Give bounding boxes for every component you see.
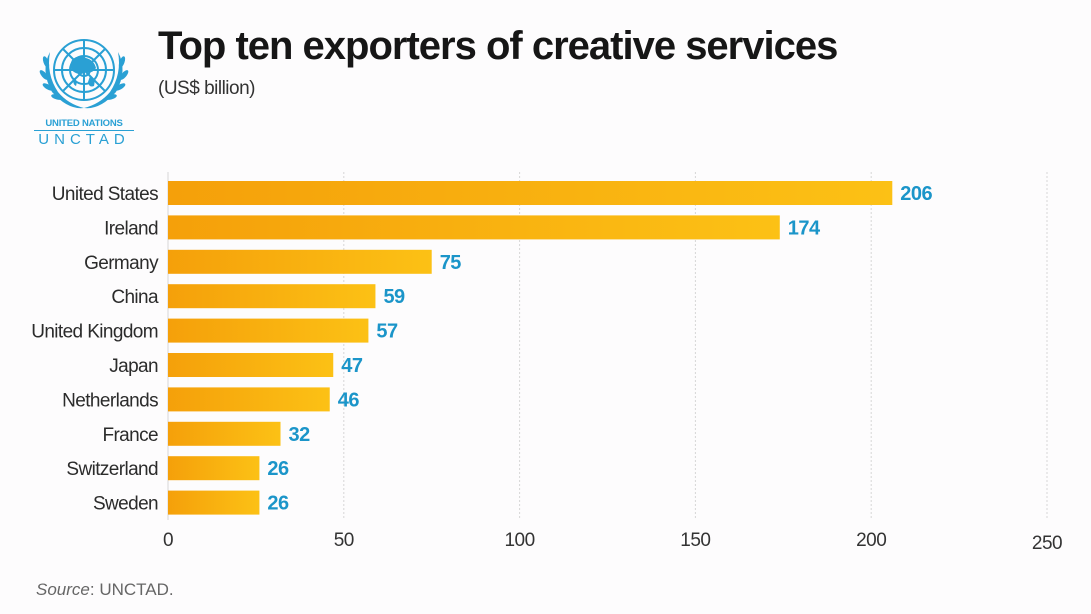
category-label: Ireland [104, 218, 158, 239]
value-label: 59 [383, 286, 405, 308]
x-tick-label: 100 [504, 530, 534, 551]
bar [168, 456, 260, 481]
bar [168, 249, 432, 274]
bar [168, 284, 376, 309]
logo-united-nations-text: UNITED NATIONS [34, 118, 134, 131]
bar [168, 181, 893, 205]
x-tick-label: 200 [856, 530, 886, 551]
category-label: Japan [109, 356, 158, 377]
category-label: United States [52, 184, 158, 205]
value-label: 32 [289, 424, 311, 446]
source-note: Source: UNCTAD. [36, 580, 174, 600]
logo-unctad-text: UNCTAD [38, 131, 130, 148]
value-label: 46 [338, 389, 360, 411]
unctad-logo: UNITED NATIONS UNCTAD [34, 30, 134, 148]
value-label: 57 [376, 321, 398, 343]
x-axis-ticks: 0 50 100 150 200 250 [163, 530, 1063, 554]
chart-title: Top ten exporters of creative services [158, 24, 838, 68]
bar [168, 421, 281, 446]
un-emblem-icon [39, 39, 129, 109]
category-label: Switzerland [66, 459, 158, 480]
x-tick-label: 250 [1032, 533, 1062, 554]
x-tick-label: 150 [680, 530, 710, 551]
chart-subtitle: (US$ billion) [158, 78, 255, 99]
category-labels: United States Ireland Germany China United K… [31, 184, 159, 515]
bar [168, 490, 260, 515]
category-label: China [111, 287, 159, 308]
value-label: 26 [267, 493, 289, 515]
category-label: Germany [84, 253, 159, 274]
source-value: : UNCTAD. [89, 580, 174, 599]
category-label: France [102, 425, 158, 446]
value-label: 47 [341, 355, 363, 377]
bars [168, 181, 893, 515]
bar [168, 387, 330, 412]
category-label: Netherlands [62, 390, 158, 411]
bar [168, 353, 334, 377]
value-label: 75 [440, 252, 462, 274]
category-label: Sweden [93, 494, 158, 515]
source-label: Source [36, 580, 90, 599]
x-tick-label: 50 [334, 530, 354, 551]
value-label: 206 [900, 183, 932, 205]
bar [168, 215, 780, 240]
bar [168, 318, 369, 343]
x-tick-label: 0 [163, 530, 173, 551]
category-label: United Kingdom [31, 322, 158, 343]
value-label: 26 [267, 458, 289, 480]
value-label: 174 [788, 217, 821, 239]
